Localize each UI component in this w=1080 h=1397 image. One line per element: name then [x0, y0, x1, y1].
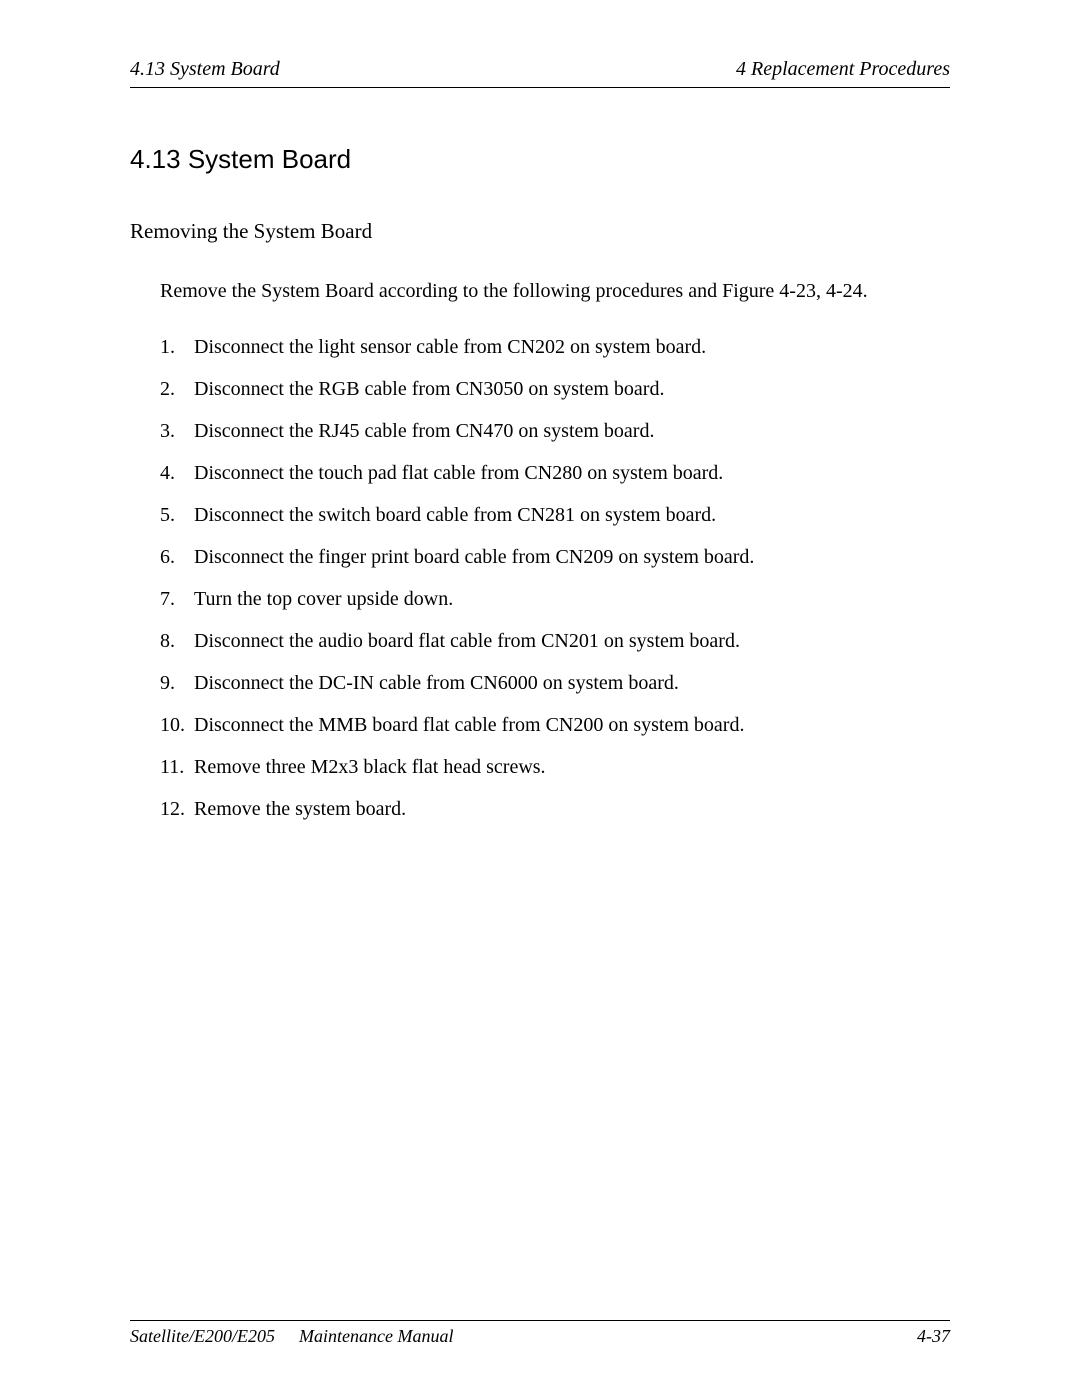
footer-manual: Maintenance Manual — [299, 1326, 453, 1347]
list-item: 4. Disconnect the touch pad flat cable f… — [160, 460, 950, 486]
page: 4.13 System Board 4 Replacement Procedur… — [0, 0, 1080, 1397]
step-number: 11. — [160, 754, 194, 780]
step-number: 10. — [160, 712, 194, 738]
footer-product: Satellite/E200/E205 — [130, 1326, 275, 1347]
list-item: 2. Disconnect the RGB cable from CN3050 … — [160, 376, 950, 402]
step-text: Remove three M2x3 black flat head screws… — [194, 754, 950, 780]
step-number: 8. — [160, 628, 194, 654]
step-text: Remove the system board. — [194, 796, 950, 822]
list-item: 12. Remove the system board. — [160, 796, 950, 822]
page-header: 4.13 System Board 4 Replacement Procedur… — [130, 58, 950, 88]
step-text: Disconnect the audio board flat cable fr… — [194, 628, 950, 654]
list-item: 5. Disconnect the switch board cable fro… — [160, 502, 950, 528]
list-item: 11. Remove three M2x3 black flat head sc… — [160, 754, 950, 780]
step-number: 1. — [160, 334, 194, 360]
page-footer: Satellite/E200/E205 Maintenance Manual 4… — [130, 1320, 950, 1347]
step-text: Turn the top cover upside down. — [194, 586, 950, 612]
step-number: 2. — [160, 376, 194, 402]
step-number: 5. — [160, 502, 194, 528]
step-text: Disconnect the DC-IN cable from CN6000 o… — [194, 670, 950, 696]
list-item: 8. Disconnect the audio board flat cable… — [160, 628, 950, 654]
list-item: 1. Disconnect the light sensor cable fro… — [160, 334, 950, 360]
step-text: Disconnect the RJ45 cable from CN470 on … — [194, 418, 950, 444]
step-text: Disconnect the RGB cable from CN3050 on … — [194, 376, 950, 402]
step-number: 3. — [160, 418, 194, 444]
list-item: 7. Turn the top cover upside down. — [160, 586, 950, 612]
step-text: Disconnect the finger print board cable … — [194, 544, 950, 570]
steps-list: 1. Disconnect the light sensor cable fro… — [160, 334, 950, 822]
subsection-title: Removing the System Board — [130, 219, 950, 244]
step-number: 6. — [160, 544, 194, 570]
footer-page-number: 4-37 — [917, 1326, 950, 1347]
header-left: 4.13 System Board — [130, 58, 280, 81]
list-item: 6. Disconnect the finger print board cab… — [160, 544, 950, 570]
section-title: 4.13 System Board — [130, 144, 950, 175]
step-text: Disconnect the touch pad flat cable from… — [194, 460, 950, 486]
step-number: 9. — [160, 670, 194, 696]
step-text: Disconnect the light sensor cable from C… — [194, 334, 950, 360]
step-text: Disconnect the switch board cable from C… — [194, 502, 950, 528]
list-item: 10. Disconnect the MMB board flat cable … — [160, 712, 950, 738]
step-number: 12. — [160, 796, 194, 822]
list-item: 3. Disconnect the RJ45 cable from CN470 … — [160, 418, 950, 444]
header-right: 4 Replacement Procedures — [736, 58, 950, 81]
footer-left: Satellite/E200/E205 Maintenance Manual — [130, 1326, 453, 1347]
step-number: 7. — [160, 586, 194, 612]
step-number: 4. — [160, 460, 194, 486]
intro-paragraph: Remove the System Board according to the… — [160, 278, 950, 304]
list-item: 9. Disconnect the DC-IN cable from CN600… — [160, 670, 950, 696]
step-text: Disconnect the MMB board flat cable from… — [194, 712, 950, 738]
